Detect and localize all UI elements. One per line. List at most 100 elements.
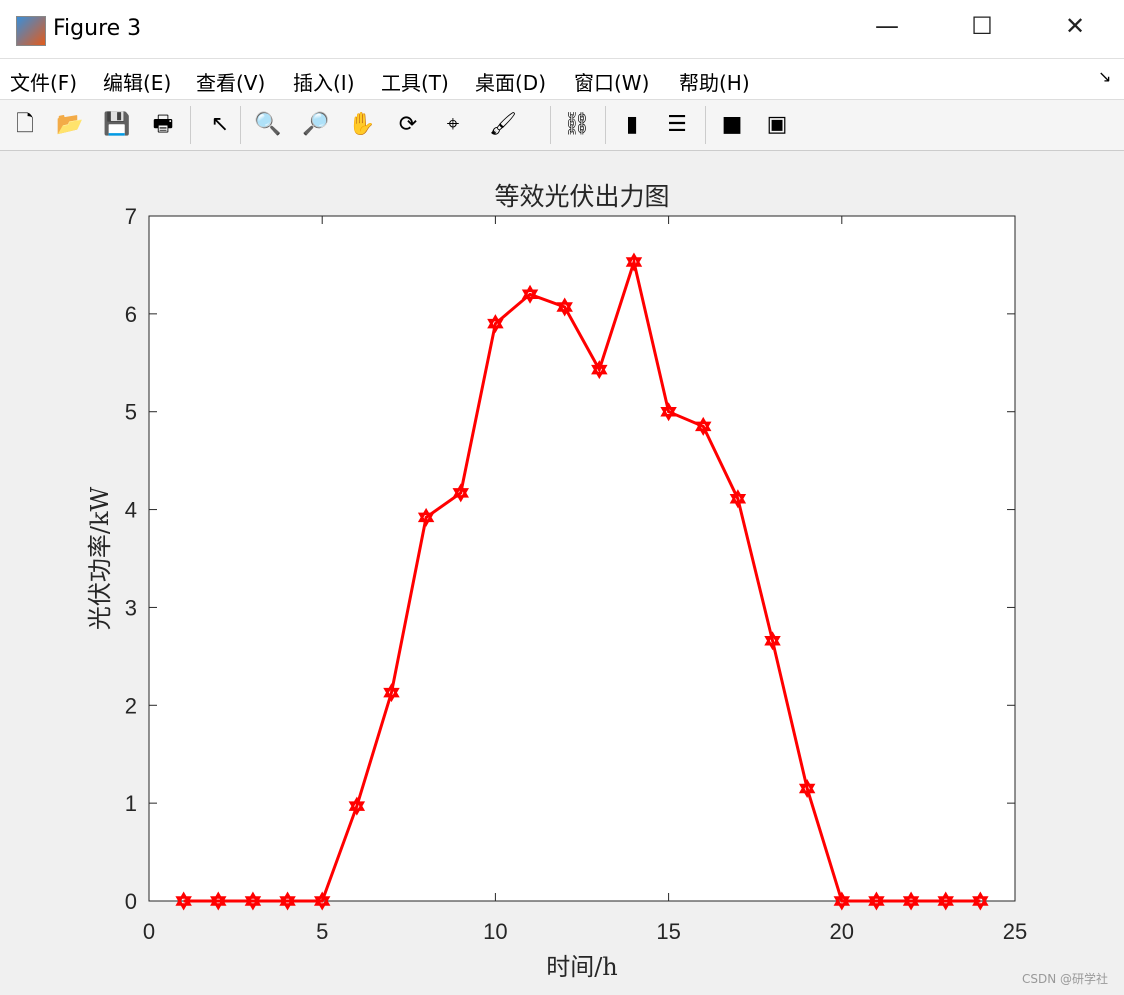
data-point-marker <box>383 687 400 703</box>
title-bar: Figure 3 — ☐ ✕ <box>0 0 1124 59</box>
data-point-marker <box>868 891 885 906</box>
y-tick-label: 0 <box>125 889 137 914</box>
menu-insert[interactable]: 插入(I) <box>293 71 355 95</box>
y-axis-label: 光伏功率/kW <box>86 487 114 631</box>
data-point-marker <box>591 360 608 375</box>
menu-view[interactable]: 查看(V) <box>196 71 266 95</box>
brush-icon[interactable]: 🖌 <box>489 112 517 137</box>
data-point-marker <box>972 896 989 911</box>
maximize-button[interactable]: ☐ <box>971 12 993 40</box>
data-point-marker <box>348 796 366 811</box>
menu-desktop[interactable]: 桌面(D) <box>475 71 547 95</box>
data-point-marker <box>244 896 262 911</box>
menu-tools[interactable]: 工具(T) <box>381 71 449 95</box>
y-tick-label: 5 <box>125 400 137 425</box>
data-point-marker <box>660 406 677 422</box>
data-point-marker <box>902 891 920 906</box>
chart-title: 等效光伏出力图 <box>494 182 669 211</box>
data-point-marker <box>313 891 331 906</box>
plot-area <box>148 215 1016 902</box>
data-point-marker <box>695 421 712 436</box>
data-point-marker <box>175 896 192 911</box>
data-point-marker <box>487 314 504 329</box>
toolbar-separator <box>705 106 706 144</box>
pointer-icon[interactable]: ↖ <box>210 112 230 137</box>
data-point-marker <box>452 488 469 503</box>
data-point-marker <box>625 257 643 272</box>
data-point-marker <box>210 891 227 906</box>
toolbar-separator <box>190 106 191 144</box>
data-point-marker <box>833 896 851 911</box>
dock-arrow-icon[interactable]: ↘ <box>1098 67 1112 86</box>
data-point-marker <box>521 284 539 300</box>
x-tick-label: 5 <box>316 919 328 944</box>
watermark: CSDN @研学社 <box>1021 972 1108 986</box>
colorbar-icon[interactable]: ▮ <box>625 112 639 137</box>
save-icon[interactable]: 💾 <box>103 112 131 137</box>
menu-file[interactable]: 文件(F) <box>10 71 78 95</box>
data-point-marker <box>487 318 504 334</box>
data-point-marker <box>972 891 989 906</box>
print-icon[interactable]: 🖶 <box>152 112 174 137</box>
toolbar-separator <box>550 106 551 144</box>
x-tick-label: 15 <box>656 919 680 944</box>
data-point-marker <box>383 683 400 698</box>
data-point-marker <box>625 252 643 267</box>
data-point-marker <box>833 891 851 906</box>
data-point-marker <box>521 289 539 304</box>
data-point-marker <box>798 778 816 794</box>
pan-icon[interactable]: ✋ <box>348 112 376 137</box>
menu-edit[interactable]: 编辑(E) <box>103 71 172 95</box>
menu-window[interactable]: 窗口(W) <box>574 71 650 95</box>
zoom-in-icon[interactable]: 🔍 <box>254 112 282 137</box>
series-line <box>183 256 981 903</box>
data-point-marker <box>244 891 262 906</box>
y-tick-label: 4 <box>125 498 137 523</box>
toolbar-separator <box>240 106 241 144</box>
zoom-out-icon[interactable]: 🔎 <box>302 112 330 137</box>
x-tick-label: 10 <box>483 919 507 944</box>
data-point-marker <box>556 297 573 312</box>
data-point-marker <box>902 896 920 911</box>
data-point-marker <box>417 512 435 527</box>
data-point-marker <box>729 489 747 504</box>
rotate-3d-icon[interactable]: ⟳ <box>398 112 418 137</box>
data-point-marker <box>937 891 954 906</box>
data-point-marker <box>660 402 677 417</box>
data-point-marker <box>695 416 712 432</box>
x-axis-label: 时间/h <box>546 953 618 981</box>
data-point-marker <box>452 483 469 498</box>
window-title: Figure 3 <box>53 16 142 41</box>
toolbar-separator <box>605 106 606 144</box>
data-point-marker <box>798 783 816 798</box>
data-point-marker <box>556 302 573 317</box>
data-point-marker <box>591 364 608 380</box>
open-icon[interactable]: 📂 <box>56 112 84 137</box>
data-point-marker <box>348 801 366 816</box>
y-tick-label: 7 <box>125 204 137 229</box>
data-point-marker <box>313 896 331 911</box>
menu-help[interactable]: 帮助(H) <box>679 71 750 95</box>
show-plot-tools-icon[interactable]: ▣ <box>766 112 788 137</box>
data-point-marker <box>210 896 227 911</box>
hide-plot-tools-icon[interactable]: ■ <box>721 112 743 137</box>
data-point-marker <box>729 494 747 509</box>
y-tick-label: 3 <box>125 595 137 620</box>
close-button[interactable]: ✕ <box>1064 12 1086 40</box>
y-tick-label: 2 <box>125 693 137 718</box>
data-point-marker <box>937 896 954 911</box>
menu-bar: 文件(F) 编辑(E) 查看(V) 插入(I) 工具(T) 桌面(D) 窗口(W… <box>0 59 1124 100</box>
data-point-marker <box>279 896 296 911</box>
new-figure-icon[interactable]: 🗋 <box>16 112 34 137</box>
minimize-button[interactable]: — <box>875 12 899 40</box>
data-point-marker <box>764 635 781 651</box>
data-point-marker <box>175 891 192 906</box>
data-point-marker <box>764 631 781 646</box>
data-cursor-icon[interactable]: ⌖ <box>446 112 460 137</box>
data-point-marker <box>417 507 435 523</box>
matlab-logo-icon <box>16 16 46 46</box>
legend-icon[interactable]: ☰ <box>667 112 687 137</box>
x-tick-label: 25 <box>1003 919 1027 944</box>
link-plot-icon[interactable]: ⛓ <box>563 112 591 137</box>
